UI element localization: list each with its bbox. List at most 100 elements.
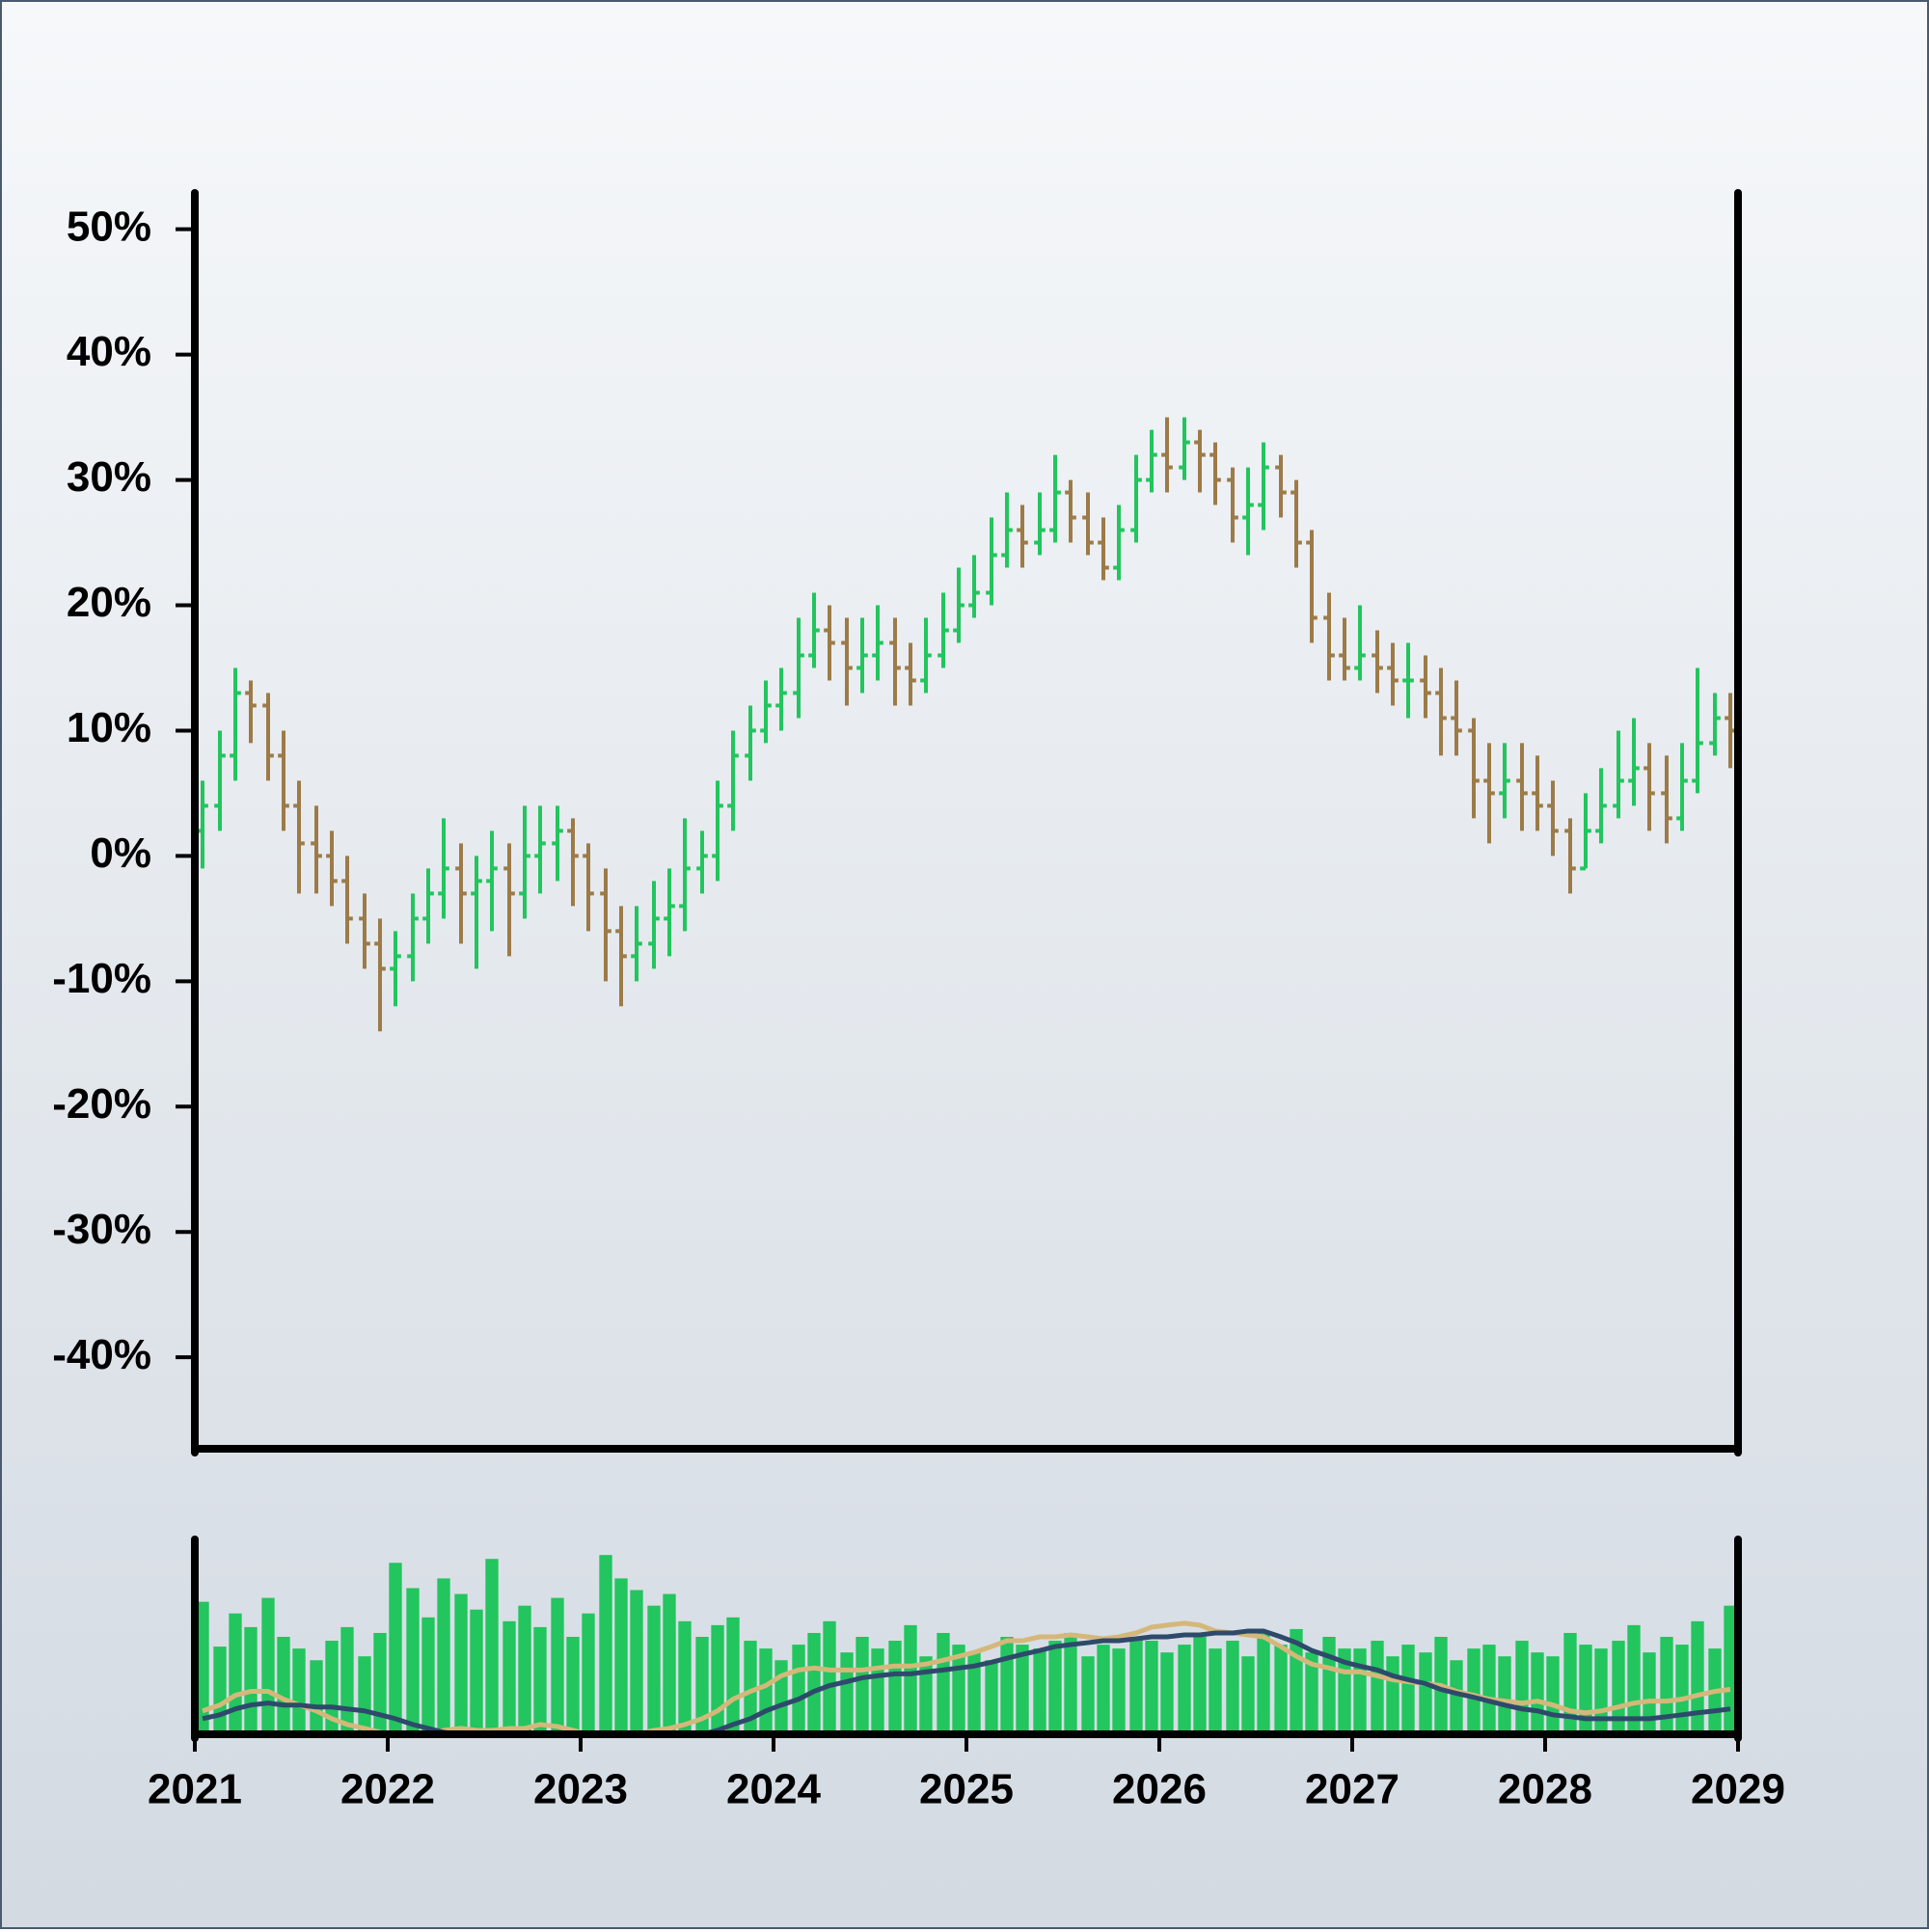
volume-bar [1112, 1648, 1126, 1734]
x-tick-label: 2024 [726, 1766, 821, 1813]
volume-bar [1322, 1637, 1336, 1734]
volume-bar [437, 1578, 450, 1734]
volume-bar [1305, 1652, 1318, 1734]
volume-bar [630, 1590, 643, 1734]
y-tick-label: 20% [67, 579, 151, 626]
volume-bar [1209, 1648, 1222, 1734]
volume-bar [759, 1648, 773, 1734]
volume-bar [566, 1637, 580, 1734]
x-tick-label: 2022 [340, 1766, 435, 1813]
volume-bar [406, 1588, 420, 1734]
volume-bar [1724, 1605, 1737, 1734]
volume-bar [485, 1559, 499, 1734]
volume-bar [470, 1609, 483, 1734]
x-tick-label: 2026 [1112, 1766, 1207, 1813]
volume-bar [1627, 1624, 1641, 1734]
volume-bar [1000, 1637, 1014, 1734]
volume-bar [871, 1648, 884, 1734]
volume-bar [421, 1617, 435, 1734]
volume-bar [904, 1624, 917, 1734]
volume-bar [1401, 1645, 1415, 1734]
volume-bar [1160, 1652, 1174, 1734]
volume-bar [1178, 1645, 1191, 1734]
volume-bar [1226, 1641, 1239, 1734]
volume-bar [888, 1641, 902, 1734]
volume-bar [1193, 1637, 1207, 1734]
volume-bar [599, 1555, 612, 1734]
volume-bar [1482, 1645, 1496, 1734]
x-tick-label: 2021 [148, 1766, 242, 1813]
x-tick-label: 2028 [1498, 1766, 1592, 1813]
volume-bar [389, 1563, 402, 1734]
volume-bar [1241, 1656, 1255, 1734]
volume-bar [325, 1641, 339, 1734]
volume-bar [1660, 1637, 1673, 1734]
volume-bar [1274, 1645, 1288, 1734]
volume-bar [277, 1637, 290, 1734]
y-tick-label: -20% [52, 1080, 151, 1128]
volume-bar [1016, 1645, 1029, 1734]
volume-bar [1531, 1652, 1544, 1734]
volume-bar [1097, 1645, 1110, 1734]
volume-bar [1594, 1648, 1608, 1734]
volume-bar [533, 1626, 547, 1734]
volume-bar [340, 1626, 354, 1734]
volume-bar [310, 1660, 323, 1734]
volume-bar [856, 1637, 869, 1734]
volume-bar [503, 1620, 516, 1734]
volume-bar [1048, 1641, 1062, 1734]
volume-bar [582, 1613, 595, 1734]
volume-bar [1467, 1648, 1481, 1734]
volume-bar [1691, 1620, 1704, 1734]
volume-bar [1129, 1637, 1143, 1734]
volume-bar [454, 1593, 468, 1734]
y-tick-label: 50% [67, 203, 151, 250]
volume-bar [985, 1660, 998, 1734]
volume-bar [1515, 1641, 1529, 1734]
x-tick-label: 2029 [1691, 1766, 1785, 1813]
volume-bar [823, 1620, 836, 1734]
volume-bar [711, 1624, 724, 1734]
y-tick-label: -10% [52, 955, 151, 1002]
volume-bar [1546, 1656, 1560, 1734]
volume-bar [937, 1632, 950, 1734]
volume-bar [967, 1652, 981, 1734]
volume-bar [1498, 1656, 1511, 1734]
volume-bar [213, 1646, 227, 1734]
x-tick-label: 2023 [533, 1766, 628, 1813]
y-tick-label: -30% [52, 1206, 151, 1253]
volume-bar [1145, 1641, 1158, 1734]
y-tick-label: -40% [52, 1331, 151, 1378]
volume-bar [229, 1613, 242, 1734]
volume-bar [373, 1632, 387, 1734]
volume-bar [1081, 1656, 1095, 1734]
volume-bar [744, 1641, 757, 1734]
y-tick-label: 30% [67, 453, 151, 501]
volume-bar [551, 1597, 564, 1734]
volume-bar [358, 1656, 371, 1734]
x-tick-label: 2025 [919, 1766, 1014, 1813]
volume-bar [244, 1626, 258, 1734]
volume-bar [774, 1660, 788, 1734]
volume-bar [1612, 1641, 1625, 1734]
volume-bar [807, 1632, 821, 1734]
volume-bar [196, 1601, 209, 1734]
y-tick-label: 40% [67, 328, 151, 375]
volume-bar [518, 1605, 531, 1734]
volume-bar [726, 1617, 740, 1734]
volume-bar [1675, 1645, 1689, 1734]
volume-bar [1064, 1632, 1077, 1734]
volume-bar [840, 1652, 854, 1734]
volume-bar [261, 1597, 275, 1734]
volume-bar [1643, 1652, 1656, 1734]
volume-bar [1033, 1648, 1046, 1734]
volume-bar [1353, 1648, 1367, 1734]
y-tick-label: 10% [67, 704, 151, 751]
volume-bar [1386, 1656, 1399, 1734]
x-tick-label: 2027 [1305, 1766, 1399, 1813]
volume-bar [663, 1593, 676, 1734]
y-tick-label: 0% [90, 830, 151, 877]
volume-bar [647, 1605, 661, 1734]
